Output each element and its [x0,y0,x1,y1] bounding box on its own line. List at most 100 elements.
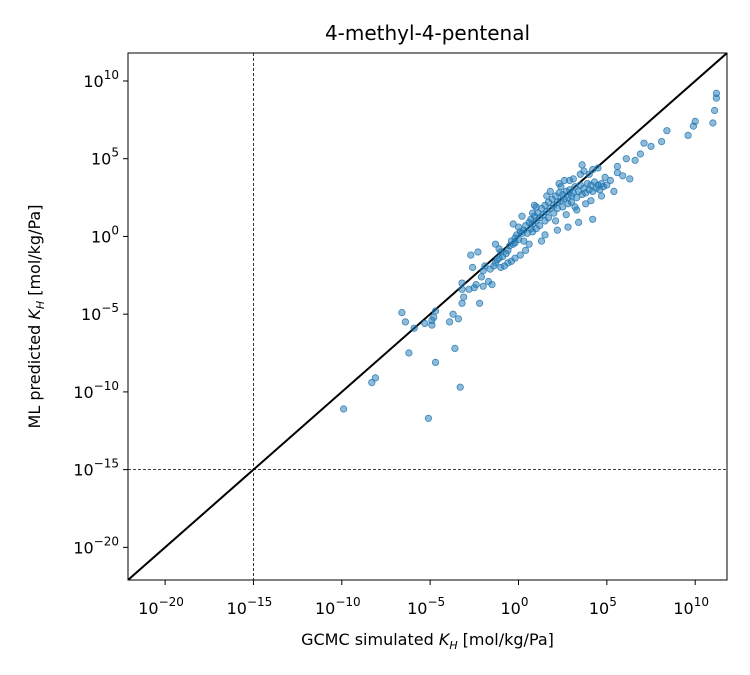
data-point [458,279,466,287]
data-point [421,319,429,328]
y-tick-label: 10−15 [73,457,119,480]
data-point [474,248,482,256]
data-point [371,374,379,382]
data-point [477,273,485,281]
y-axis-label: ML predicted KH [mol/kg/Pa] [25,205,47,429]
x-tick-label: 100 [500,595,528,618]
data-point [631,156,639,164]
x-tick-label: 1010 [673,595,709,618]
data-point [528,209,537,217]
data-point [606,176,615,185]
data-point [562,211,570,219]
data-point [454,315,462,323]
y-tick-label: 10−5 [81,301,119,324]
data-point [536,222,544,230]
data-point [691,117,699,126]
data-point [368,378,376,387]
data-point [424,414,432,422]
data-point [521,246,530,254]
data-point [460,293,468,301]
data-point [520,237,528,245]
data-point [622,155,630,163]
data-point [431,307,440,315]
data-point [567,198,576,206]
data-point [431,358,440,366]
data-point [574,218,583,226]
data-point [581,200,590,208]
y-tick-label: 105 [91,146,119,169]
data-point [428,321,436,329]
plot-frame [127,52,728,581]
data-point [597,192,606,200]
x-axis-label: GCMC simulated KH [mol/kg/Pa] [301,630,554,652]
data-point [458,299,466,307]
data-point [491,240,500,248]
data-point [339,405,348,413]
x-tick-label: 10−15 [227,595,273,618]
data-point [401,318,409,326]
x-tick-label: 105 [589,595,617,618]
data-point [712,89,721,98]
data-point [445,318,454,326]
data-point [405,349,413,357]
data-point [550,209,558,217]
y-tick-label: 10−10 [73,379,119,402]
data-point [709,119,717,127]
y-tick-label: 10−20 [73,534,119,557]
y-tick-label: 1010 [83,68,119,91]
data-point [537,237,546,245]
parity-line [128,53,727,580]
x-tick-label: 10−20 [138,595,184,618]
data-point [456,383,464,391]
plot-inner [128,53,727,580]
data-point [571,203,579,211]
data-point [468,263,477,272]
plot-area [127,52,728,581]
data-point [495,245,503,253]
data-point [497,263,505,272]
data-point [585,170,593,178]
data-point [587,197,595,205]
data-point [601,173,609,181]
data-point [684,131,692,139]
data-point [619,172,627,180]
data-point [640,139,648,147]
data-point [626,175,634,183]
data-point [472,280,480,289]
data-point [398,308,406,317]
data-point [518,212,526,220]
data-point [657,138,666,146]
y-tick-label: 100 [91,223,119,246]
data-point [589,215,597,223]
data-point [566,176,574,185]
data-point [514,223,523,231]
data-point [553,226,562,234]
data-point [551,217,560,225]
data-point [541,231,549,239]
data-point [613,162,622,171]
data-point [511,254,519,262]
data-point [544,214,553,222]
data-point [710,106,719,115]
data-point [525,240,533,248]
data-point [467,251,475,259]
data-point [458,285,466,293]
data-point [516,251,524,259]
x-tick-label: 10−5 [407,595,445,618]
data-point [504,259,512,267]
data-point [636,150,645,158]
data-point [647,142,655,150]
data-point [578,161,586,169]
data-point [594,164,602,172]
chart-title: 4-methyl-4-pentenal [325,21,530,45]
data-point [484,277,493,286]
data-point [479,282,487,290]
data-point [559,203,567,211]
data-point [509,220,517,228]
data-point [564,223,572,231]
data-point [451,344,459,352]
data-point [610,187,618,195]
data-point [557,183,565,191]
